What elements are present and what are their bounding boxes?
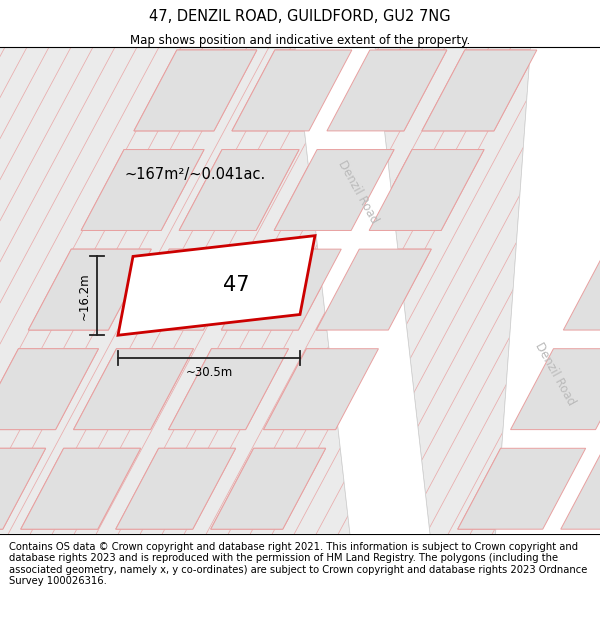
Polygon shape xyxy=(0,448,46,529)
Polygon shape xyxy=(81,149,204,231)
Text: 47, DENZIL ROAD, GUILDFORD, GU2 7NG: 47, DENZIL ROAD, GUILDFORD, GU2 7NG xyxy=(149,9,451,24)
Text: Denzil Road: Denzil Road xyxy=(532,340,578,408)
Polygon shape xyxy=(422,50,537,131)
Polygon shape xyxy=(0,448,46,529)
Polygon shape xyxy=(458,448,586,529)
Polygon shape xyxy=(127,249,246,330)
Polygon shape xyxy=(232,50,352,131)
Polygon shape xyxy=(263,349,379,429)
Polygon shape xyxy=(74,349,193,429)
Polygon shape xyxy=(116,448,236,529)
Polygon shape xyxy=(187,0,310,31)
Polygon shape xyxy=(263,349,379,429)
Text: Denzil Road: Denzil Road xyxy=(335,158,380,226)
Polygon shape xyxy=(274,149,394,231)
Polygon shape xyxy=(0,349,98,429)
Polygon shape xyxy=(380,0,500,31)
Polygon shape xyxy=(475,0,590,31)
Polygon shape xyxy=(295,47,430,534)
Polygon shape xyxy=(116,448,236,529)
Text: ~16.2m: ~16.2m xyxy=(78,272,91,319)
Polygon shape xyxy=(422,50,537,131)
Polygon shape xyxy=(74,349,193,429)
Polygon shape xyxy=(316,249,431,330)
Polygon shape xyxy=(179,149,299,231)
Polygon shape xyxy=(316,249,431,330)
Polygon shape xyxy=(495,47,600,534)
Polygon shape xyxy=(28,249,151,330)
Polygon shape xyxy=(295,47,430,534)
Polygon shape xyxy=(127,249,246,330)
Polygon shape xyxy=(369,149,484,231)
Polygon shape xyxy=(561,448,600,529)
Text: 47: 47 xyxy=(223,276,250,296)
Polygon shape xyxy=(28,249,151,330)
Polygon shape xyxy=(179,149,299,231)
Polygon shape xyxy=(81,149,204,231)
Polygon shape xyxy=(169,349,289,429)
Polygon shape xyxy=(211,448,326,529)
Polygon shape xyxy=(211,448,326,529)
Text: Map shows position and indicative extent of the property.: Map shows position and indicative extent… xyxy=(130,34,470,47)
Polygon shape xyxy=(221,249,341,330)
Polygon shape xyxy=(458,448,586,529)
Polygon shape xyxy=(21,448,140,529)
Polygon shape xyxy=(232,50,352,131)
Polygon shape xyxy=(274,149,394,231)
Polygon shape xyxy=(169,349,289,429)
Polygon shape xyxy=(134,50,257,131)
Text: Contains OS data © Crown copyright and database right 2021. This information is : Contains OS data © Crown copyright and d… xyxy=(9,542,587,586)
Polygon shape xyxy=(475,0,590,31)
Polygon shape xyxy=(380,0,500,31)
Polygon shape xyxy=(563,249,600,330)
Polygon shape xyxy=(187,0,310,31)
Polygon shape xyxy=(0,349,98,429)
Polygon shape xyxy=(134,50,257,131)
Polygon shape xyxy=(221,249,341,330)
Polygon shape xyxy=(285,0,404,31)
Polygon shape xyxy=(511,349,600,429)
Polygon shape xyxy=(495,47,600,534)
Polygon shape xyxy=(21,448,140,529)
Polygon shape xyxy=(369,149,484,231)
Polygon shape xyxy=(285,0,404,31)
Polygon shape xyxy=(118,236,315,335)
Polygon shape xyxy=(511,349,600,429)
Polygon shape xyxy=(327,50,447,131)
Polygon shape xyxy=(327,50,447,131)
Text: ~30.5m: ~30.5m xyxy=(185,366,233,379)
Text: ~167m²/~0.041ac.: ~167m²/~0.041ac. xyxy=(124,167,266,182)
Polygon shape xyxy=(561,448,600,529)
Polygon shape xyxy=(563,249,600,330)
